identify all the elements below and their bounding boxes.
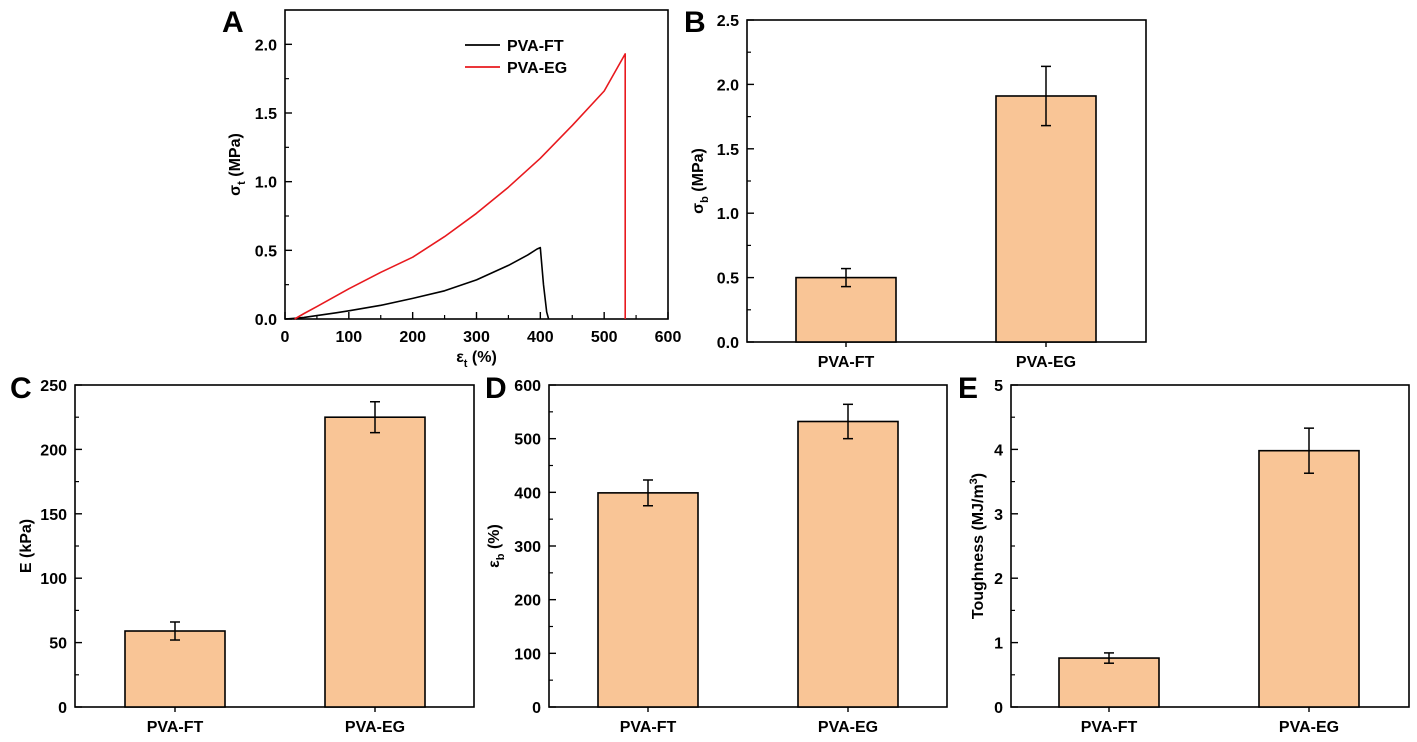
panel-a-line-chart: 0.0 0.5 1.0 1.5 2.0 A 0 100 200 300 400 500 600 PVA-F…: [222, 6, 681, 370]
y-tick-label: 500: [514, 432, 541, 449]
y-tick-label: 100: [40, 571, 67, 588]
y-tick-label: 0: [994, 700, 1003, 717]
y-tick-label: 300: [514, 539, 541, 556]
y-tick-label: 150: [40, 507, 67, 524]
bar-pva-eg: [995, 95, 1097, 343]
x-tick-label: 300: [463, 329, 490, 346]
panel-letter: B: [684, 6, 706, 39]
x-tick-label: 0: [281, 329, 290, 346]
x-tick-label: 500: [591, 329, 618, 346]
x-tick-label: 600: [655, 329, 682, 346]
category-label: PVA-EG: [818, 719, 878, 736]
y-tick-label: 3: [994, 507, 1003, 524]
y-tick-label: 1.5: [717, 142, 739, 159]
x-tick-label: 100: [335, 329, 362, 346]
bar-pva-eg: [324, 416, 426, 708]
y-tick-label: 0.5: [717, 271, 739, 288]
bar-pva-ft: [124, 630, 226, 708]
panel-letter: D: [485, 372, 507, 405]
y-tick-label: 2.5: [717, 13, 739, 30]
category-label: PVA-FT: [818, 354, 875, 371]
bar-pva-eg: [1258, 449, 1360, 708]
series-line-pva-ft: [284, 246, 550, 320]
y-tick-label: 1.5: [255, 106, 277, 123]
panel-letter: A: [222, 6, 244, 39]
y-tick-label: 2.0: [717, 77, 739, 94]
y-tick-label: 0: [58, 700, 67, 717]
category-label: PVA-EG: [1279, 719, 1339, 736]
y-tick-label: 100: [514, 646, 541, 663]
y-axis-title: σb (MPa): [690, 148, 711, 214]
category-label: PVA-FT: [147, 719, 204, 736]
category-label: PVA-FT: [620, 719, 677, 736]
x-axis-title: εt (%): [456, 349, 497, 370]
panel-letter: C: [10, 372, 32, 405]
y-tick-label: 1: [994, 636, 1003, 653]
bar-pva-ft: [1058, 657, 1160, 708]
y-tick-label: 0.5: [255, 243, 277, 260]
series-line-pva-eg: [294, 53, 627, 320]
category-label: PVA-FT: [1081, 719, 1138, 736]
y-tick-label: 50: [49, 636, 67, 653]
y-tick-label: 2: [994, 571, 1003, 588]
panel-d-bar-chart: 0 100 200 300 400 500 600 D PVA-FT PVA-EG εb (%): [485, 372, 948, 736]
y-tick-label: 400: [514, 485, 541, 502]
bar-pva-ft: [597, 492, 699, 708]
y-tick-label: 0: [532, 700, 541, 717]
y-tick-label: 2.0: [255, 37, 277, 54]
legend-label: PVA-FT: [507, 38, 564, 55]
y-tick-label: 200: [40, 442, 67, 459]
y-tick-label: 1.0: [717, 206, 739, 223]
y-axis-title: Toughness (MJ/m3): [968, 473, 987, 619]
y-tick-label: 1.0: [255, 175, 277, 192]
y-tick-label: 200: [514, 593, 541, 610]
bar-pva-eg: [797, 420, 899, 708]
panel-c-bar-chart: 0 50 100 150 200 250 C PVA-FT PVA-EG E (kPa): [10, 372, 475, 736]
y-tick-label: 0.0: [717, 335, 739, 352]
y-tick-label: 0.0: [255, 312, 277, 329]
panel-e-bar-chart: 0 1 2 3 4 5E PVA-FT PVA-EG Toughness (MJ/m3): [958, 372, 1410, 736]
y-axis-title: εb (%): [486, 524, 507, 568]
y-tick-label: 600: [514, 378, 541, 395]
category-label: PVA-EG: [345, 719, 405, 736]
bar-pva-ft: [795, 276, 897, 343]
x-tick-label: 400: [527, 329, 554, 346]
plot-frame: [284, 9, 669, 320]
panel-letter: E: [958, 372, 978, 405]
category-label: PVA-EG: [1016, 354, 1076, 371]
y-tick-label: 250: [40, 378, 67, 395]
y-tick-label: 4: [994, 442, 1003, 459]
x-tick-label: 200: [399, 329, 426, 346]
y-tick-label: 5: [994, 378, 1003, 395]
panel-b-bar-chart: 0.0 0.5 1.0 1.5 2.0 2.5 B PVA-FT PVA-EG σb (MPa): [684, 6, 1147, 371]
y-axis-title: E (kPa): [18, 519, 35, 573]
legend-label: PVA-EG: [507, 60, 567, 77]
y-axis-title: σt (MPa): [227, 133, 248, 196]
